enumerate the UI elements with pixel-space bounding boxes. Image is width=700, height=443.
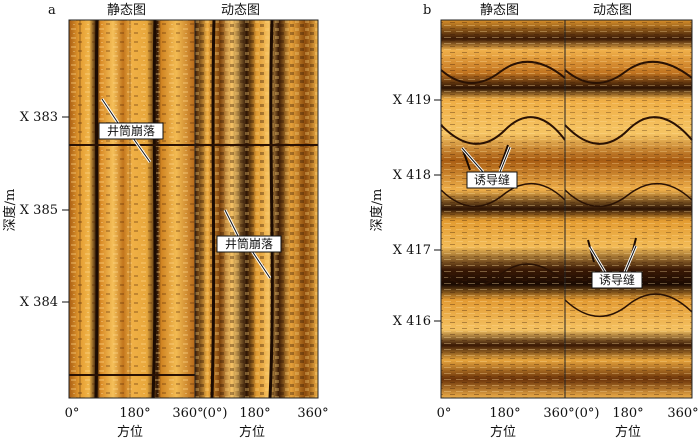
panel-a-azimuth-tick: 360° bbox=[297, 406, 328, 421]
panel-b-azimuth-tick: 360° bbox=[543, 406, 574, 421]
panel-a: a 静态图 动态图 X 383 X 385 X 384 bbox=[2, 3, 329, 440]
panel-b-azimuth-tick: 360° bbox=[667, 406, 698, 421]
panel-a-static-title: 静态图 bbox=[107, 3, 146, 18]
panel-b-azimuth-tick: 0° bbox=[437, 406, 452, 421]
panel-b-azimuth-tick: (0°) bbox=[575, 406, 600, 421]
panel-a-callout-1: 井筒崩落 bbox=[98, 98, 164, 163]
panel-a-depth-tick: X 385 bbox=[20, 203, 58, 218]
panel-b: b 静态图 动态图 X 419 X 41 bbox=[369, 3, 699, 440]
panel-b-azimuth-tick: 180° bbox=[612, 406, 643, 421]
panel-a-dynamic-title: 动态图 bbox=[221, 3, 260, 18]
panel-b-dynamic-title: 动态图 bbox=[593, 3, 632, 18]
panel-b-depth-tick: X 419 bbox=[393, 93, 431, 108]
panel-a-azimuth-label: 方位 bbox=[239, 424, 265, 439]
panel-a-static-image bbox=[69, 19, 195, 399]
panel-a-azimuth-tick: (0°) bbox=[203, 406, 228, 421]
panel-b-static-title: 静态图 bbox=[480, 3, 519, 18]
panel-a-depth-tick: X 384 bbox=[20, 295, 58, 310]
panel-a-azimuth-tick: 360° bbox=[172, 406, 203, 421]
panel-a-azimuth-label: 方位 bbox=[117, 424, 143, 439]
callout-label: 诱导缝 bbox=[599, 272, 635, 287]
panel-a-axis-label: 深度/m bbox=[2, 189, 18, 232]
panel-b-dynamic-image bbox=[564, 20, 693, 398]
panel-b-static-image bbox=[440, 20, 566, 398]
panel-b-depth-tick: X 418 bbox=[393, 168, 431, 183]
panel-b-depth-tick: X 416 bbox=[393, 314, 431, 329]
panel-b-callout-1: 诱导缝 bbox=[460, 146, 518, 189]
panel-a-azimuth-tick: 180° bbox=[239, 406, 270, 421]
panel-a-letter: a bbox=[48, 3, 56, 18]
panel-a-azimuth-tick: 0° bbox=[65, 406, 80, 421]
panel-b-azimuth-label: 方位 bbox=[490, 424, 516, 439]
panel-b-depth-tick: X 417 bbox=[393, 243, 431, 258]
panel-b-azimuth-tick: 180° bbox=[489, 406, 520, 421]
panel-a-azimuth-tick: 180° bbox=[119, 406, 150, 421]
panel-b-axis-label: 深度/m bbox=[369, 189, 385, 232]
callout-label: 井筒崩落 bbox=[225, 236, 273, 251]
panel-b-callout-2: 诱导缝 bbox=[588, 245, 643, 289]
panel-a-depth-tick: X 383 bbox=[20, 110, 58, 125]
panel-a-dynamic-image bbox=[195, 19, 318, 399]
callout-label: 诱导缝 bbox=[474, 172, 510, 187]
panel-a-callout-2: 井筒崩落 bbox=[216, 209, 282, 279]
panel-b-letter: b bbox=[423, 3, 431, 18]
panel-b-azimuth-label: 方位 bbox=[615, 424, 641, 439]
callout-label: 井筒崩落 bbox=[107, 123, 155, 138]
